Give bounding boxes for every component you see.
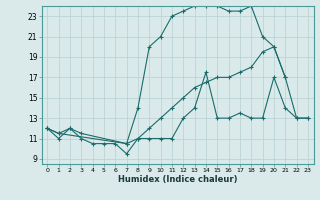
X-axis label: Humidex (Indice chaleur): Humidex (Indice chaleur) (118, 175, 237, 184)
